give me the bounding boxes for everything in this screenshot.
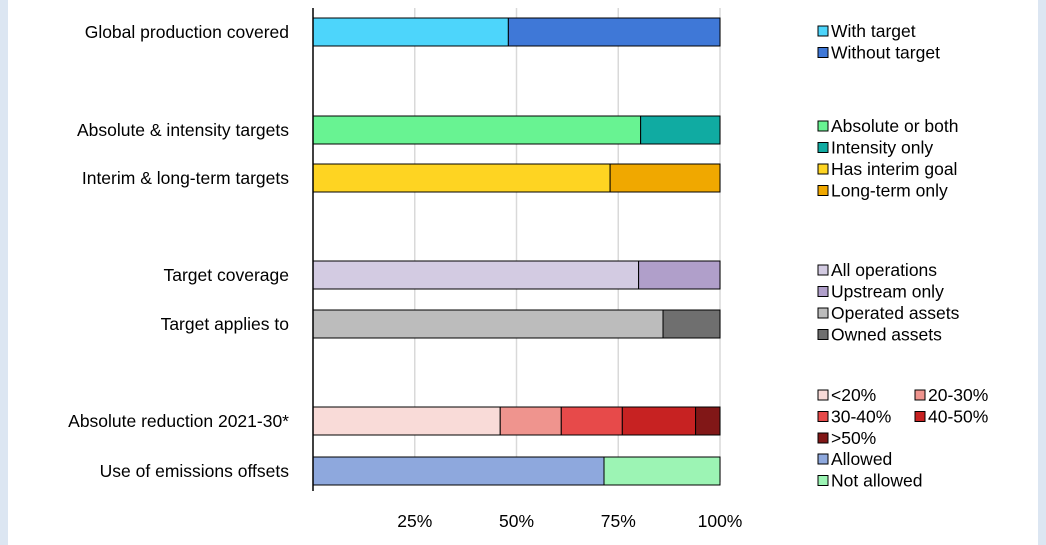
legend-label-3: Intensity only bbox=[831, 138, 933, 158]
legend-label-2: Absolute or both bbox=[831, 116, 958, 136]
stacked-bar-chart: Global production covered Absolute & inte… bbox=[68, 8, 988, 531]
bar-segment-2-1 bbox=[609, 163, 721, 193]
legend-label-15: Allowed bbox=[831, 449, 892, 469]
legend-swatch-12 bbox=[817, 411, 829, 422]
legend-item-4: Has interim goal bbox=[817, 159, 957, 179]
legend-swatch-16 bbox=[817, 475, 829, 486]
bar-segment-6-0 bbox=[312, 456, 605, 486]
bar-segment-6-1 bbox=[603, 456, 721, 486]
legend-item-1: Without target bbox=[817, 43, 940, 63]
chart-panel: Global production covered Absolute & inte… bbox=[8, 0, 1038, 545]
legend-label-6: All operations bbox=[831, 260, 937, 280]
category-label-5: Absolute reduction 2021-30* bbox=[68, 411, 289, 431]
legend-swatch-13 bbox=[914, 411, 926, 422]
category-label-1: Absolute & intensity targets bbox=[77, 120, 289, 140]
legend-item-14: >50% bbox=[817, 428, 876, 448]
legend-item-16: Not allowed bbox=[817, 471, 922, 491]
legend-item-15: Allowed bbox=[817, 449, 892, 469]
legend-swatch-14 bbox=[817, 432, 829, 444]
legend-item-6: All operations bbox=[817, 260, 937, 280]
x-tick-label-3: 100% bbox=[698, 511, 743, 531]
legend-label-10: <20% bbox=[831, 385, 876, 405]
legend-swatch-6 bbox=[817, 264, 829, 276]
legend-swatch-15 bbox=[817, 453, 829, 465]
legend-item-5: Long-term only bbox=[817, 181, 948, 201]
bar-segment-5-1 bbox=[499, 406, 562, 436]
legend-item-12: 30-40% bbox=[817, 407, 891, 427]
bar-segment-2-0 bbox=[312, 163, 611, 193]
legend-item-9: Owned assets bbox=[817, 325, 942, 345]
bar-segment-5-2 bbox=[560, 406, 623, 436]
legend-label-13: 40-50% bbox=[928, 407, 988, 427]
bar-segment-0-0 bbox=[312, 17, 509, 47]
legend-label-14: >50% bbox=[831, 428, 876, 448]
legend-swatch-8 bbox=[817, 307, 829, 319]
legend-swatch-10 bbox=[817, 389, 829, 401]
bar-segment-5-3 bbox=[621, 406, 697, 436]
category-label-2: Interim & long-term targets bbox=[82, 168, 289, 188]
legend-item-2: Absolute or both bbox=[817, 116, 958, 136]
legend-label-5: Long-term only bbox=[831, 181, 948, 201]
legend-swatch-3 bbox=[817, 142, 829, 153]
legend-item-11: 20-30% bbox=[914, 385, 988, 405]
legend-item-13: 40-50% bbox=[914, 407, 988, 427]
legend-item-3: Intensity only bbox=[817, 138, 933, 158]
bar-segment-5-0 bbox=[312, 406, 501, 436]
bar-segment-4-1 bbox=[662, 309, 721, 339]
x-tick-labels: 25% 50% 75% 100% bbox=[397, 511, 742, 531]
legend-item-8: Operated assets bbox=[817, 303, 960, 323]
legend-label-4: Has interim goal bbox=[831, 159, 957, 179]
bar-segment-0-1 bbox=[507, 17, 721, 47]
legend-swatch-0 bbox=[817, 25, 829, 37]
x-tick-label-1: 50% bbox=[499, 511, 534, 531]
bar-segment-3-0 bbox=[312, 260, 640, 290]
legend-label-1: Without target bbox=[831, 43, 940, 63]
bar-segment-5-4 bbox=[695, 406, 721, 436]
legend-swatch-9 bbox=[817, 329, 829, 340]
bars bbox=[312, 17, 721, 486]
legend-label-12: 30-40% bbox=[831, 407, 891, 427]
legend-label-16: Not allowed bbox=[831, 471, 922, 491]
category-label-4: Target applies to bbox=[161, 314, 289, 334]
legend-label-7: Upstream only bbox=[831, 282, 944, 302]
legend-swatch-2 bbox=[817, 120, 829, 132]
category-labels: Global production covered Absolute & inte… bbox=[68, 22, 289, 481]
bar-segment-3-1 bbox=[638, 260, 721, 290]
legend-swatch-1 bbox=[817, 47, 829, 58]
bar-segment-1-0 bbox=[312, 115, 642, 145]
legend-swatch-11 bbox=[914, 389, 926, 401]
bar-segment-4-0 bbox=[312, 309, 664, 339]
category-label-0: Global production covered bbox=[85, 22, 289, 42]
legend-label-9: Owned assets bbox=[831, 325, 942, 345]
bar-segment-1-1 bbox=[640, 115, 721, 145]
legend-item-0: With target bbox=[817, 21, 916, 41]
gridlines bbox=[414, 8, 721, 482]
legend-swatch-4 bbox=[817, 163, 829, 175]
legend-item-7: Upstream only bbox=[817, 282, 944, 302]
legend-swatch-5 bbox=[817, 185, 829, 196]
legend-label-8: Operated assets bbox=[831, 303, 960, 323]
category-label-3: Target coverage bbox=[164, 265, 290, 285]
legend-label-0: With target bbox=[831, 21, 916, 41]
x-tick-label-0: 25% bbox=[397, 511, 432, 531]
category-label-6: Use of emissions offsets bbox=[100, 461, 290, 481]
legend-item-10: <20% bbox=[817, 385, 876, 405]
legend-label-11: 20-30% bbox=[928, 385, 988, 405]
x-tick-label-2: 75% bbox=[601, 511, 636, 531]
legend-swatch-7 bbox=[817, 286, 829, 297]
